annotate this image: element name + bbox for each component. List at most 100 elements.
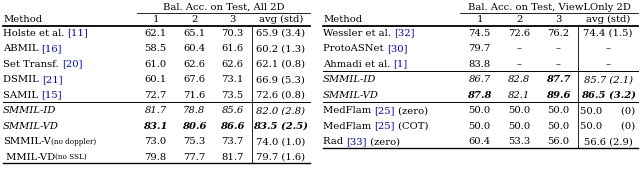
Text: 81.7: 81.7 <box>221 153 244 162</box>
Text: –: – <box>516 44 522 53</box>
Text: 70.3: 70.3 <box>221 29 244 38</box>
Text: [20]: [20] <box>61 60 83 69</box>
Text: 50.0: 50.0 <box>547 106 570 115</box>
Text: 62.1: 62.1 <box>145 29 167 38</box>
Text: [32]: [32] <box>394 29 415 38</box>
Text: 82.1: 82.1 <box>508 91 530 100</box>
Text: 89.6: 89.6 <box>546 91 571 100</box>
Text: 62.6: 62.6 <box>183 60 205 69</box>
Text: ProtoASNet: ProtoASNet <box>323 44 387 53</box>
Text: 80.6: 80.6 <box>182 122 206 131</box>
Text: Rad: Rad <box>323 137 346 146</box>
Text: 61.0: 61.0 <box>145 60 167 69</box>
Text: (zero): (zero) <box>367 137 400 146</box>
Text: 50.0: 50.0 <box>468 106 491 115</box>
Text: Ahmadi et al.: Ahmadi et al. <box>323 60 394 69</box>
Text: Wessler et al.: Wessler et al. <box>323 29 394 38</box>
Text: (zero): (zero) <box>395 106 428 115</box>
Text: 79.7: 79.7 <box>468 44 491 53</box>
Text: [25]: [25] <box>374 122 395 131</box>
Text: 62.1 (0.8): 62.1 (0.8) <box>256 60 305 69</box>
Text: 73.7: 73.7 <box>221 137 244 146</box>
Text: 2: 2 <box>516 15 522 23</box>
Text: [15]: [15] <box>41 91 61 100</box>
Text: 50.0      (0): 50.0 (0) <box>580 122 636 131</box>
Text: (no SSL): (no SSL) <box>55 153 87 161</box>
Text: 50.0      (0): 50.0 (0) <box>580 106 636 115</box>
Text: SAMIL: SAMIL <box>3 91 41 100</box>
Text: [25]: [25] <box>374 106 395 115</box>
Text: 86.6: 86.6 <box>220 122 244 131</box>
Text: 3: 3 <box>229 15 236 23</box>
Text: 87.8: 87.8 <box>467 91 492 100</box>
Text: –: – <box>556 44 561 53</box>
Text: (COT): (COT) <box>395 122 428 131</box>
Text: MMIL-VD: MMIL-VD <box>3 153 55 162</box>
Text: 1: 1 <box>152 15 159 23</box>
Text: 56.0: 56.0 <box>547 137 570 146</box>
Text: 75.3: 75.3 <box>183 137 205 146</box>
Text: 78.8: 78.8 <box>183 106 205 115</box>
Text: 74.0 (1.0): 74.0 (1.0) <box>256 137 305 146</box>
Text: Bal. Acc. on Test, ViewLOnly 2D: Bal. Acc. on Test, ViewLOnly 2D <box>468 3 630 12</box>
Text: 65.9 (3.4): 65.9 (3.4) <box>256 29 305 38</box>
Text: [33]: [33] <box>346 137 367 146</box>
Text: 67.6: 67.6 <box>183 75 205 84</box>
Text: 61.6: 61.6 <box>221 44 244 53</box>
Text: MedFlam: MedFlam <box>323 106 374 115</box>
Text: SMMIL-VD: SMMIL-VD <box>323 91 379 100</box>
Text: 81.7: 81.7 <box>145 106 167 115</box>
Text: Method: Method <box>3 15 42 23</box>
Text: 50.0: 50.0 <box>468 122 491 131</box>
Text: 85.6: 85.6 <box>221 106 244 115</box>
Text: 86.7: 86.7 <box>468 75 491 84</box>
Text: 1: 1 <box>476 15 483 23</box>
Text: 3: 3 <box>556 15 562 23</box>
Text: MedFlam: MedFlam <box>323 122 374 131</box>
Text: –: – <box>516 60 522 69</box>
Text: 82.8: 82.8 <box>508 75 530 84</box>
Text: 73.1: 73.1 <box>221 75 244 84</box>
Text: Holste et al.: Holste et al. <box>3 29 67 38</box>
Text: –: – <box>556 60 561 69</box>
Text: [30]: [30] <box>387 44 407 53</box>
Text: [11]: [11] <box>67 29 88 38</box>
Text: (no doppler): (no doppler) <box>51 138 96 146</box>
Text: avg (std): avg (std) <box>586 15 630 24</box>
Text: [21]: [21] <box>42 75 63 84</box>
Text: 85.7 (2.1): 85.7 (2.1) <box>584 75 632 84</box>
Text: 83.1: 83.1 <box>143 122 168 131</box>
Text: 53.3: 53.3 <box>508 137 530 146</box>
Text: DSMIL: DSMIL <box>3 75 42 84</box>
Text: Set Transf.: Set Transf. <box>3 60 61 69</box>
Text: SMMIL-ID: SMMIL-ID <box>323 75 376 84</box>
Text: 83.8: 83.8 <box>468 60 491 69</box>
Text: 58.5: 58.5 <box>145 44 167 53</box>
Text: 72.6 (0.8): 72.6 (0.8) <box>257 91 305 100</box>
Text: 60.4: 60.4 <box>183 44 205 53</box>
Text: 77.7: 77.7 <box>183 153 205 162</box>
Text: 79.8: 79.8 <box>145 153 167 162</box>
Text: 65.1: 65.1 <box>183 29 205 38</box>
Text: 56.6 (2.9): 56.6 (2.9) <box>584 137 632 146</box>
Text: 60.1: 60.1 <box>145 75 167 84</box>
Text: 73.0: 73.0 <box>145 137 167 146</box>
Text: 79.7 (1.6): 79.7 (1.6) <box>256 153 305 162</box>
Text: 72.6: 72.6 <box>508 29 530 38</box>
Text: 60.4: 60.4 <box>468 137 491 146</box>
Text: 60.2 (1.3): 60.2 (1.3) <box>256 44 305 53</box>
Text: 71.6: 71.6 <box>183 91 205 100</box>
Text: 62.6: 62.6 <box>221 60 243 69</box>
Text: Method: Method <box>323 15 362 23</box>
Text: SMMIL-VD: SMMIL-VD <box>3 122 59 131</box>
Text: 74.4 (1.5): 74.4 (1.5) <box>583 29 633 38</box>
Text: [16]: [16] <box>42 44 62 53</box>
Text: 50.0: 50.0 <box>547 122 570 131</box>
Text: 73.5: 73.5 <box>221 91 244 100</box>
Text: SMMIL-ID: SMMIL-ID <box>3 106 56 115</box>
Text: 50.0: 50.0 <box>508 106 530 115</box>
Text: 87.7: 87.7 <box>546 75 571 84</box>
Text: 66.9 (5.3): 66.9 (5.3) <box>257 75 305 84</box>
Text: 83.5 (2.5): 83.5 (2.5) <box>253 122 308 131</box>
Text: 86.5 (3.2): 86.5 (3.2) <box>580 91 636 100</box>
